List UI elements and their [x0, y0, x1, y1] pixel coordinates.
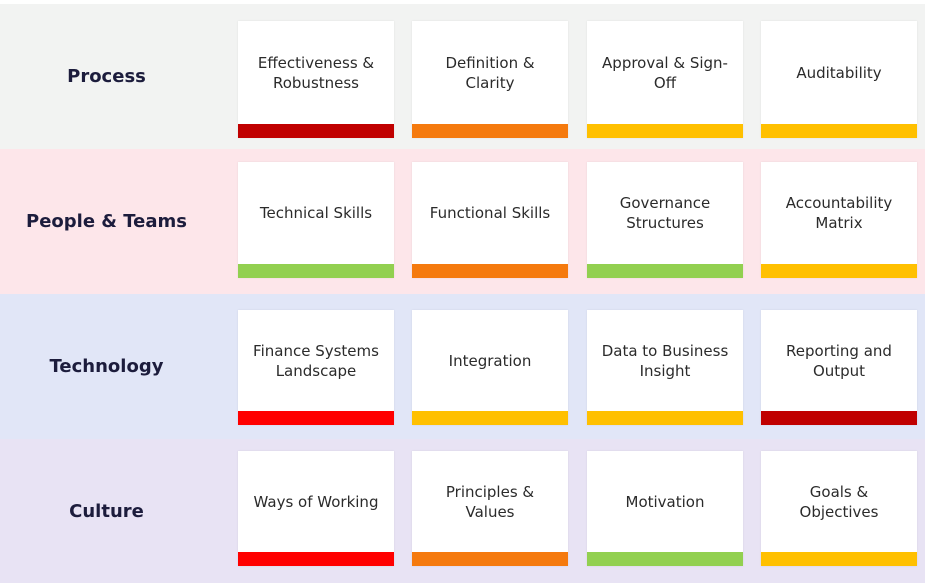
card-title: Approval & Sign-Off	[602, 53, 728, 92]
card-title: Accountability Matrix	[785, 194, 893, 232]
card-title: Auditability	[796, 63, 882, 82]
card-title: Ways of Working	[253, 492, 379, 511]
card-title: Reporting and Output	[786, 341, 892, 380]
assessment-card: Ways of Working	[238, 451, 394, 566]
card-title: Governance Structures	[619, 194, 711, 232]
assessment-card: Integration	[412, 310, 568, 425]
status-bar	[238, 264, 394, 278]
status-bar	[412, 552, 568, 566]
row-3: Culture Ways of Working Principles & Value…	[0, 439, 925, 583]
card-title: Goals & Objectives	[799, 482, 879, 521]
row-2: Technology Finance Systems Landscape Integ…	[0, 294, 925, 439]
assessment-card: Finance Systems Landscape	[238, 310, 394, 425]
assessment-card: Technical Skills	[238, 162, 394, 278]
status-bar	[761, 552, 917, 566]
status-bar	[238, 124, 394, 138]
assessment-card: Goals & Objectives	[761, 451, 917, 566]
card-title: Motivation	[625, 492, 705, 511]
card-title: Principles & Values	[445, 482, 535, 521]
card-title: Functional Skills	[429, 204, 551, 222]
status-bar	[587, 264, 743, 278]
assessment-card: Governance Structures	[587, 162, 743, 278]
row-label: Culture	[69, 500, 144, 522]
status-bar	[587, 552, 743, 566]
assessment-card: Definition & Clarity	[412, 21, 568, 138]
assessment-card: Motivation	[587, 451, 743, 566]
assessment-card: Accountability Matrix	[761, 162, 917, 278]
status-bar	[761, 264, 917, 278]
status-bar	[412, 264, 568, 278]
status-bar	[238, 411, 394, 425]
row-label: Technology	[49, 356, 164, 377]
card-title: Integration	[448, 351, 532, 370]
assessment-card: Approval & Sign-Off	[587, 21, 743, 138]
status-bar	[761, 411, 917, 425]
card-title: Technical Skills	[259, 204, 373, 222]
status-bar	[761, 124, 917, 138]
status-bar	[412, 124, 568, 138]
assessment-card: Functional Skills	[412, 162, 568, 278]
row-label: People & Teams	[26, 211, 187, 232]
card-title: Definition & Clarity	[445, 53, 535, 92]
assessment-card: Data to Business Insight	[587, 310, 743, 425]
row-0: Process Effectiveness & Robustness Definit…	[0, 4, 925, 149]
status-bar	[238, 552, 394, 566]
assessment-card: Reporting and Output	[761, 310, 917, 425]
row-label: Process	[67, 66, 146, 87]
card-title: Finance Systems Landscape	[253, 341, 379, 380]
assessment-card: Auditability	[761, 21, 917, 138]
row-1: People & Teams Technical Skills Functional…	[0, 149, 925, 294]
status-bar	[412, 411, 568, 425]
assessment-card: Effectiveness & Robustness	[238, 21, 394, 138]
card-title: Data to Business Insight	[601, 341, 729, 380]
status-bar	[587, 124, 743, 138]
card-title: Effectiveness & Robustness	[257, 53, 375, 92]
assessment-card: Principles & Values	[412, 451, 568, 566]
status-bar	[587, 411, 743, 425]
